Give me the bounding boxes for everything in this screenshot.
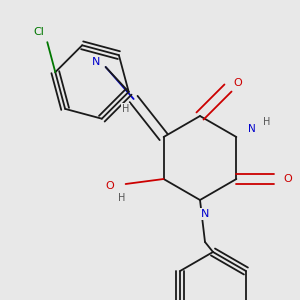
Text: N: N	[92, 57, 100, 67]
Text: H: H	[118, 193, 125, 203]
Text: Cl: Cl	[34, 27, 45, 37]
Text: O: O	[283, 174, 292, 184]
Text: N: N	[248, 124, 256, 134]
Text: N: N	[201, 209, 209, 219]
Text: H: H	[122, 104, 129, 114]
Text: O: O	[234, 78, 242, 88]
Text: O: O	[105, 181, 114, 191]
Text: H: H	[263, 117, 270, 127]
